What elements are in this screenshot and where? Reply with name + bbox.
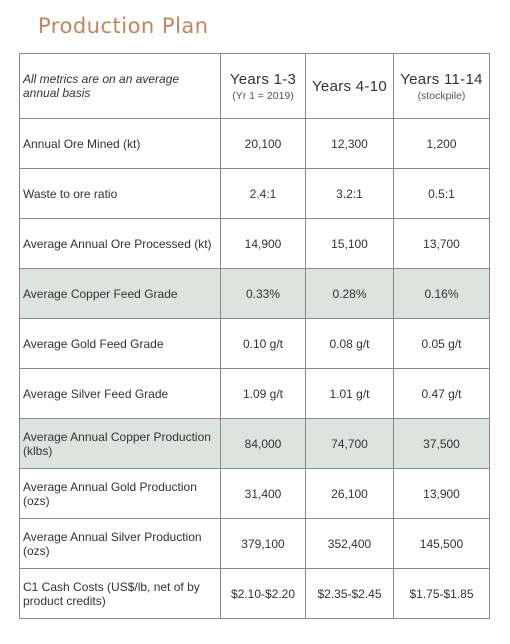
table-row: Average Silver Feed Grade 1.09 g/t 1.01 g/… xyxy=(19,368,490,419)
table-header: All metrics are on an average annual bas… xyxy=(19,53,490,119)
table-cell: 14,900 xyxy=(220,218,306,269)
column-header: Years 1-3 (Yr 1 = 2019) xyxy=(220,53,306,119)
table-row: Average Annual Copper Production (klbs) 8… xyxy=(19,418,490,469)
table-cell: 2.4:1 xyxy=(220,168,306,219)
table-cell: 13,700 xyxy=(393,218,490,269)
table-cell: 12,300 xyxy=(305,118,394,169)
table-cell: 37,500 xyxy=(393,418,490,469)
table-cell: 352,400 xyxy=(305,518,394,569)
table-row: Average Annual Ore Processed (kt) 14,900 1… xyxy=(19,218,490,269)
table-cell: 3.2:1 xyxy=(305,168,394,219)
row-label: Waste to ore ratio xyxy=(19,168,221,219)
table-body: Annual Ore Mined (kt) 20,100 12,300 1,200 Wa… xyxy=(19,118,490,619)
table-cell: 0.16% xyxy=(393,268,490,319)
table-cell: 1,200 xyxy=(393,118,490,169)
table-cell: 0.28% xyxy=(305,268,394,319)
row-label: Average Annual Copper Production (klbs) xyxy=(19,418,221,469)
table-row: C1 Cash Costs (US$/lb, net of by product… xyxy=(19,568,490,619)
header-row: All metrics are on an average annual bas… xyxy=(19,53,490,119)
table-cell: 0.33% xyxy=(220,268,306,319)
table-cell: 1.01 g/t xyxy=(305,368,394,419)
row-label: Average Gold Feed Grade xyxy=(19,318,221,369)
row-label: Average Copper Feed Grade xyxy=(19,268,221,319)
table-cell: $2.10-$2.20 xyxy=(220,568,306,619)
column-title: Years 4-10 xyxy=(312,77,387,95)
table-cell: 84,000 xyxy=(220,418,306,469)
table-cell: 145,500 xyxy=(393,518,490,569)
table-cell: 0.47 g/t xyxy=(393,368,490,419)
column-title: Years 11-14 xyxy=(400,70,483,88)
table-cell: 74,700 xyxy=(305,418,394,469)
row-label: Average Annual Silver Production (ozs) xyxy=(19,518,221,569)
table-row: Average Gold Feed Grade 0.10 g/t 0.08 g/t 0… xyxy=(19,318,490,369)
table-row: Average Annual Silver Production (ozs) 37… xyxy=(19,518,490,569)
column-header: Years 4-10 xyxy=(305,53,394,119)
table-row: Annual Ore Mined (kt) 20,100 12,300 1,200 xyxy=(19,118,490,169)
table-cell: $2.35-$2.45 xyxy=(305,568,394,619)
table-row: Waste to ore ratio 2.4:1 3.2:1 0.5:1 xyxy=(19,168,490,219)
production-table: All metrics are on an average annual bas… xyxy=(19,53,490,619)
table-row: Average Copper Feed Grade 0.33% 0.28% 0.16% xyxy=(19,268,490,319)
page-title: Production Plan xyxy=(38,14,209,38)
table-cell: 13,900 xyxy=(393,468,490,519)
table-cell: 0.10 g/t xyxy=(220,318,306,369)
table-cell: $1.75-$1.85 xyxy=(393,568,490,619)
row-label: Average Annual Gold Production (ozs) xyxy=(19,468,221,519)
table-cell: 1.09 g/t xyxy=(220,368,306,419)
column-subtitle: (stockpile) xyxy=(417,89,466,102)
row-label: Annual Ore Mined (kt) xyxy=(19,118,221,169)
table-cell: 15,100 xyxy=(305,218,394,269)
row-label: Average Annual Ore Processed (kt) xyxy=(19,218,221,269)
table-cell: 31,400 xyxy=(220,468,306,519)
column-header: Years 11-14 (stockpile) xyxy=(393,53,490,119)
row-label: C1 Cash Costs (US$/lb, net of by product… xyxy=(19,568,221,619)
table-row: Average Annual Gold Production (ozs) 31,4… xyxy=(19,468,490,519)
column-subtitle: (Yr 1 = 2019) xyxy=(232,89,294,102)
table-cell: 379,100 xyxy=(220,518,306,569)
table-cell: 26,100 xyxy=(305,468,394,519)
column-title: Years 1-3 xyxy=(229,70,297,88)
row-label: Average Silver Feed Grade xyxy=(19,368,221,419)
table-cell: 0.05 g/t xyxy=(393,318,490,369)
table-cell: 0.08 g/t xyxy=(305,318,394,369)
table-cell: 0.5:1 xyxy=(393,168,490,219)
table-cell: 20,100 xyxy=(220,118,306,169)
table-note: All metrics are on an average annual bas… xyxy=(19,53,221,119)
